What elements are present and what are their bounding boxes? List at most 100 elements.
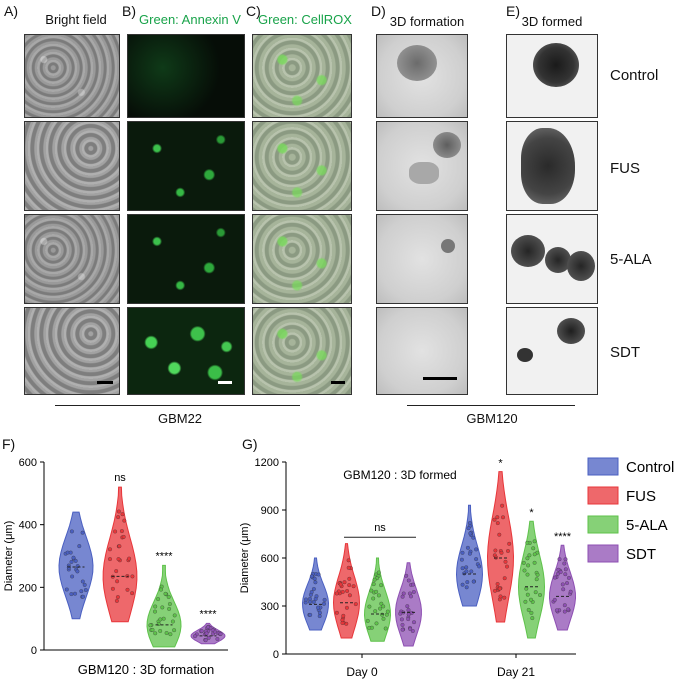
data-point — [108, 557, 112, 562]
data-point — [314, 594, 319, 599]
data-point — [398, 611, 403, 616]
x-axis-label: GBM120 : 3D formation — [78, 662, 215, 677]
panel-a-title: Bright field — [45, 12, 107, 27]
data-point — [218, 632, 223, 636]
data-point — [493, 588, 497, 593]
data-point — [379, 601, 384, 606]
data-point — [492, 517, 497, 522]
data-point — [525, 592, 530, 597]
data-point — [381, 616, 386, 621]
y-axis-label: Diameter (μm) — [239, 523, 251, 594]
data-point — [308, 599, 312, 604]
data-point — [338, 582, 343, 587]
data-point — [342, 580, 347, 585]
image-e-control — [506, 34, 598, 118]
data-point — [411, 590, 416, 594]
data-point — [502, 595, 507, 600]
data-point — [365, 618, 370, 623]
data-point — [521, 560, 526, 565]
violin-5-ALA-day21 — [517, 520, 546, 639]
legend-label: FUS — [626, 488, 656, 505]
group-label-left: GBM22 — [157, 411, 203, 426]
data-point — [406, 578, 411, 583]
spheroid — [533, 43, 579, 87]
data-point — [66, 565, 71, 570]
data-point — [114, 569, 119, 574]
data-point — [404, 573, 409, 578]
image-a-sdt — [24, 307, 120, 395]
significance-label: **** — [554, 531, 572, 543]
data-point — [215, 637, 220, 641]
image-b-control — [127, 34, 245, 118]
data-point — [351, 584, 356, 589]
data-point — [127, 556, 132, 561]
data-point — [80, 579, 85, 584]
data-point — [119, 529, 124, 534]
data-point — [465, 545, 470, 550]
image-c-5ala — [252, 214, 352, 304]
data-point — [524, 586, 529, 591]
data-point — [206, 625, 211, 629]
data-point — [130, 591, 135, 596]
data-point — [474, 547, 479, 552]
data-point — [172, 628, 177, 633]
data-point — [83, 588, 88, 592]
data-point — [153, 604, 158, 609]
image-d-control — [376, 34, 468, 118]
y-tick-label: 300 — [261, 601, 279, 613]
data-point — [459, 557, 464, 562]
image-d-sdt — [376, 307, 468, 395]
image-d-5ala — [376, 214, 468, 304]
data-point — [150, 627, 155, 632]
data-point — [503, 559, 508, 564]
data-point — [412, 620, 416, 625]
spheroid — [557, 318, 585, 344]
data-point — [164, 631, 169, 635]
image-a-fus — [24, 121, 120, 211]
data-point — [464, 585, 469, 590]
data-point — [506, 549, 510, 553]
data-point — [340, 618, 345, 623]
data-point — [469, 569, 474, 574]
spheroid — [567, 251, 595, 281]
data-point — [116, 557, 121, 562]
image-e-sdt — [506, 307, 598, 395]
data-point — [500, 503, 505, 508]
data-point — [64, 587, 69, 592]
data-point — [535, 572, 540, 577]
data-point — [322, 597, 327, 602]
data-point — [460, 550, 465, 555]
image-b-5ala — [127, 214, 245, 304]
panel-c-title: Green: CellROX — [258, 12, 352, 27]
data-point — [400, 627, 405, 632]
scale-bar — [97, 381, 113, 384]
data-point — [501, 515, 505, 520]
legend-label: 5-ALA — [626, 517, 668, 534]
data-point — [385, 609, 390, 614]
violin-FUS-day21 — [486, 471, 515, 623]
y-axis-label: Diameter (μm) — [3, 521, 15, 592]
data-point — [529, 597, 533, 602]
image-c-fus — [252, 121, 352, 211]
chart-g: 0 300 600 900 1200 Diameter (μm) GBM120 : 3D f… — [239, 457, 674, 679]
image-b-sdt — [127, 307, 245, 395]
data-point — [69, 529, 74, 534]
data-point — [367, 625, 372, 630]
legend-label: SDT — [626, 546, 656, 563]
data-point — [411, 582, 416, 587]
data-point — [311, 587, 316, 591]
data-point — [206, 635, 211, 640]
data-point — [345, 589, 350, 593]
bracket-label: ns — [374, 522, 386, 534]
data-point — [373, 609, 378, 614]
data-point — [172, 613, 177, 618]
data-point — [367, 604, 372, 609]
data-point — [495, 515, 500, 520]
y-tick-label: 0 — [31, 645, 37, 657]
data-point — [82, 582, 87, 587]
data-point — [374, 621, 379, 626]
data-point — [379, 583, 384, 588]
panel-e-title: 3D formed — [521, 14, 583, 29]
data-point — [563, 567, 568, 572]
data-point — [525, 540, 530, 545]
